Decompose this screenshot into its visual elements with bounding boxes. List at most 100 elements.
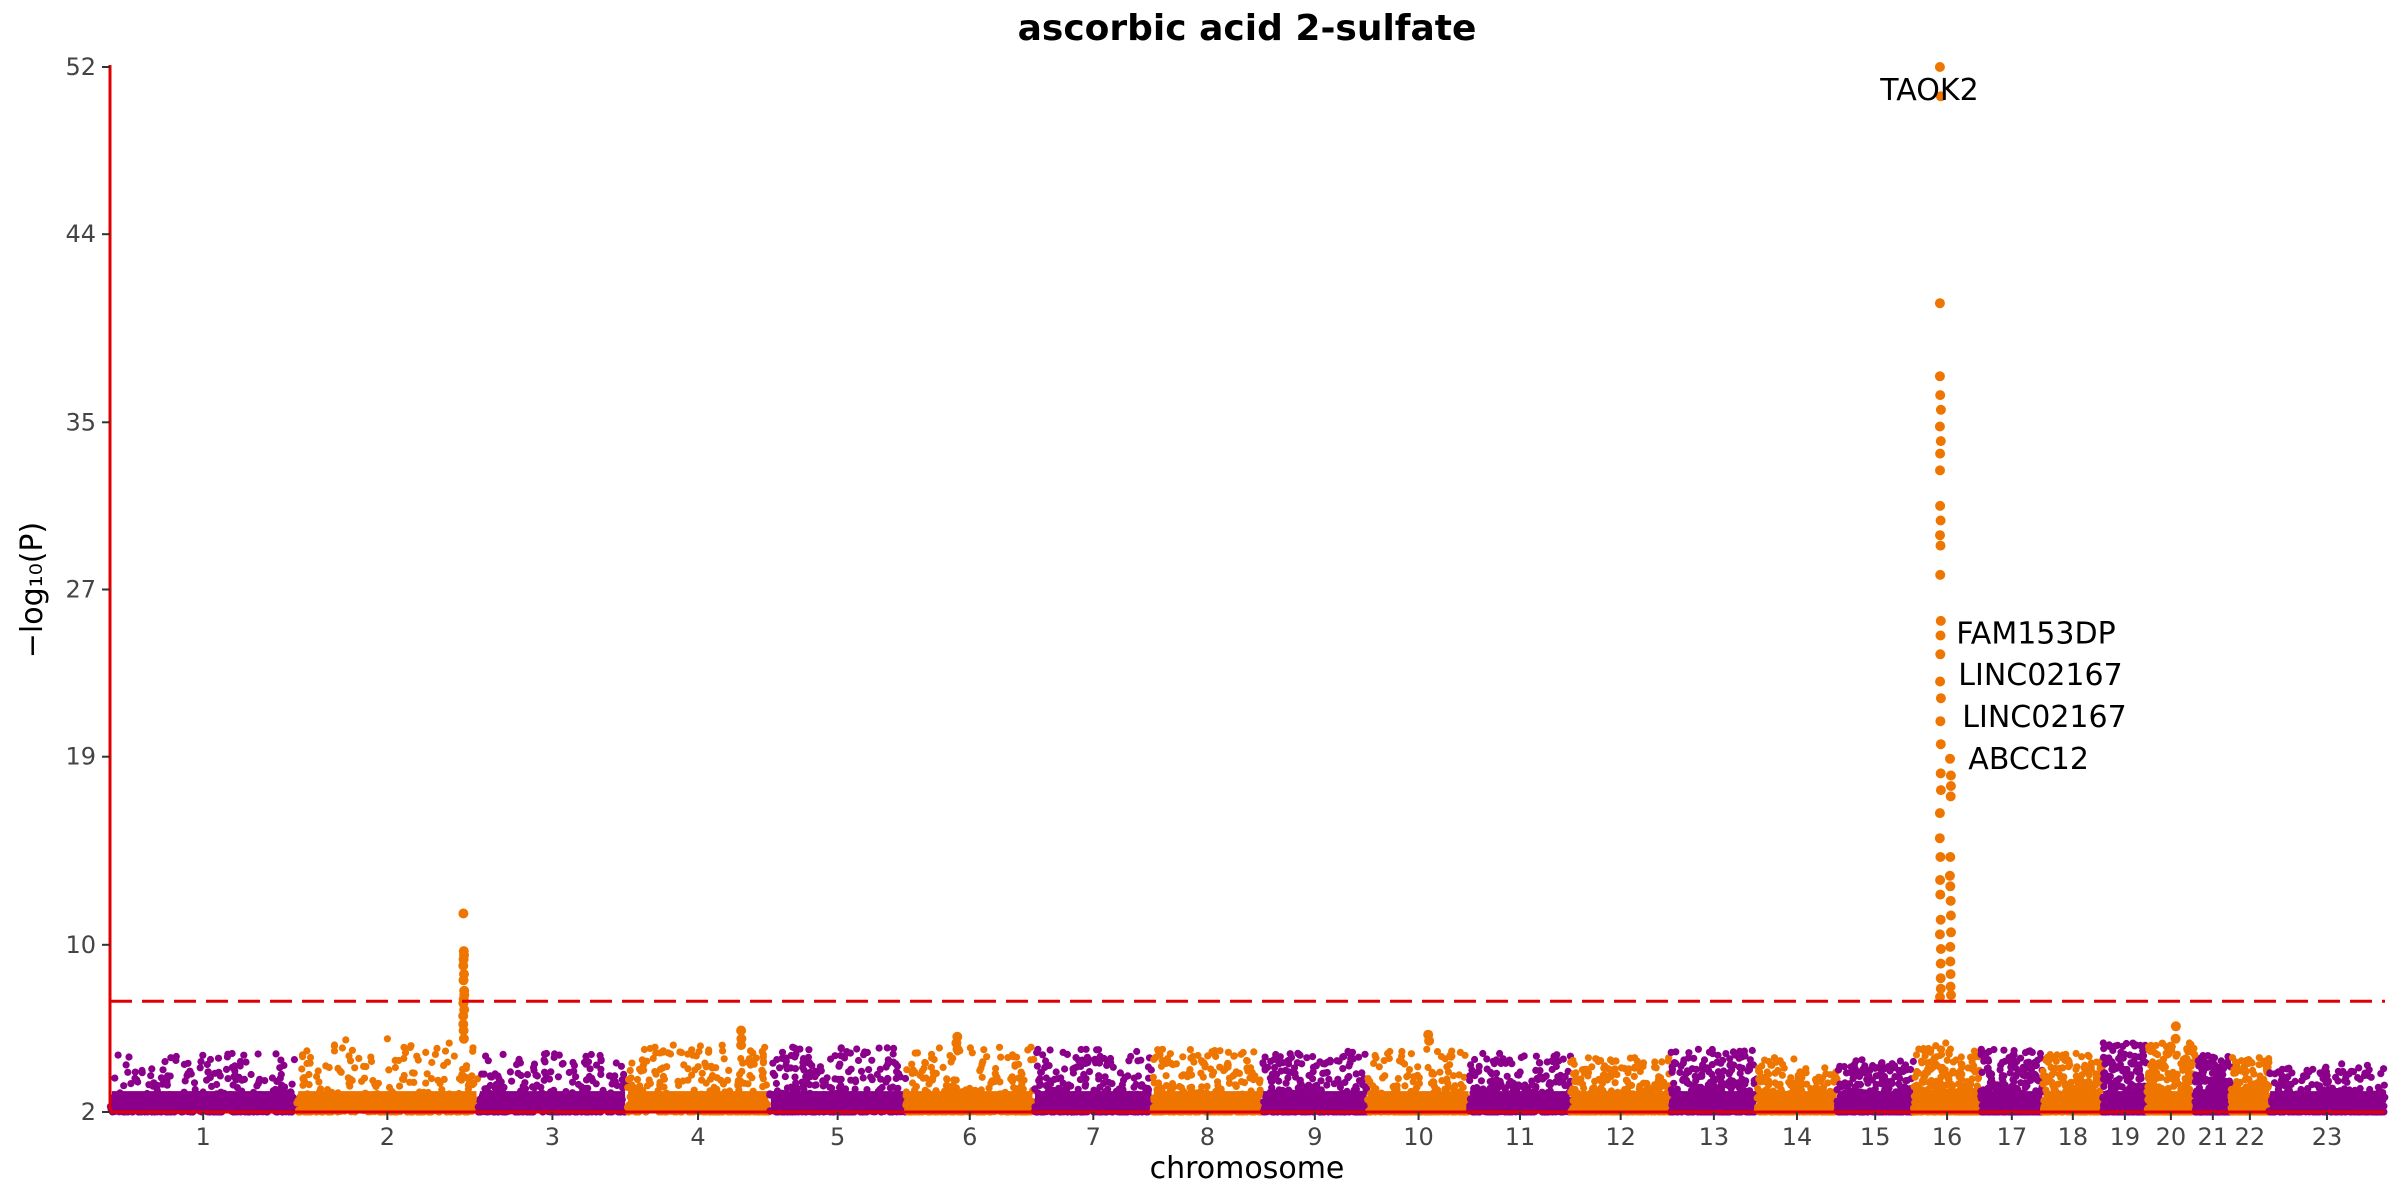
data-point	[1456, 1048, 1464, 1056]
data-point	[1013, 1053, 1021, 1061]
data-point	[1699, 1061, 1707, 1069]
data-point	[1235, 1069, 1243, 1077]
data-point	[330, 1041, 339, 1049]
data-point	[1595, 1075, 1603, 1084]
data-point	[231, 1067, 239, 1075]
data-point	[1375, 1063, 1383, 1071]
data-point	[592, 1061, 601, 1069]
data-point	[640, 1066, 648, 1074]
data-point	[1275, 1077, 1283, 1085]
data-point	[1149, 1073, 1157, 1081]
data-point	[1072, 1054, 1080, 1062]
data-point	[1186, 1046, 1194, 1054]
data-point	[675, 1081, 683, 1090]
data-point	[163, 1080, 171, 1088]
data-point	[911, 1049, 919, 1057]
data-point	[355, 1054, 363, 1062]
data-point	[1705, 1067, 1713, 1075]
data-point	[1401, 1082, 1409, 1090]
data-point	[819, 1082, 827, 1090]
data-point	[884, 1056, 892, 1064]
data-point-band	[628, 1091, 769, 1112]
data-point	[488, 1073, 496, 1081]
data-point	[935, 1044, 944, 1052]
data-point	[684, 1050, 692, 1058]
data-point	[1724, 1082, 1733, 1090]
data-point	[922, 1074, 930, 1082]
data-point	[985, 1084, 993, 1092]
data-point	[633, 1075, 642, 1084]
data-point	[400, 1075, 408, 1084]
data-point	[240, 1051, 248, 1059]
data-point	[1494, 1084, 1502, 1092]
data-point	[778, 1048, 787, 1056]
data-point	[901, 1074, 910, 1083]
data-point	[433, 1044, 441, 1052]
data-point	[1286, 1050, 1294, 1058]
data-point	[204, 1068, 212, 1076]
data-point	[1061, 1065, 1069, 1073]
data-point	[903, 1066, 911, 1074]
data-point	[569, 1058, 577, 1067]
data-point	[547, 1068, 555, 1076]
data-point	[410, 1069, 418, 1077]
data-point	[1436, 1068, 1444, 1076]
data-point	[342, 1036, 350, 1044]
data-point	[1155, 1079, 1163, 1087]
data-point-band	[770, 1091, 905, 1112]
data-point	[1722, 1050, 1730, 1058]
data-point	[1637, 1062, 1645, 1070]
data-point	[1082, 1080, 1090, 1088]
data-point	[1592, 1055, 1600, 1063]
data-point-band	[1153, 1091, 1261, 1112]
data-point	[401, 1049, 410, 1057]
data-point	[450, 1052, 458, 1060]
data-point	[470, 1079, 478, 1087]
data-point	[1656, 1075, 1664, 1083]
data-point	[572, 1073, 580, 1081]
data-point	[1748, 1046, 1756, 1055]
data-point	[1745, 1062, 1754, 1070]
data-point	[506, 1068, 514, 1076]
data-point	[1580, 1069, 1588, 1077]
data-point	[1414, 1063, 1422, 1071]
data-point	[659, 1048, 667, 1056]
data-point	[847, 1065, 855, 1073]
data-point	[783, 1084, 792, 1092]
data-point	[440, 1075, 448, 1083]
data-point	[1658, 1058, 1666, 1066]
data-point	[428, 1058, 436, 1067]
data-point	[1729, 1048, 1737, 1056]
data-point	[1379, 1074, 1387, 1082]
data-point	[1177, 1084, 1185, 1092]
data-point	[1670, 1079, 1678, 1087]
data-point	[1178, 1072, 1186, 1080]
data-point	[1067, 1082, 1075, 1090]
data-point	[1250, 1048, 1258, 1056]
data-point	[1055, 1084, 1063, 1092]
data-point	[626, 1066, 634, 1075]
data-point	[680, 1061, 688, 1069]
data-point	[492, 1080, 500, 1089]
data-point	[322, 1062, 330, 1070]
data-point	[1685, 1049, 1693, 1057]
data-point	[908, 1060, 916, 1068]
data-point	[837, 1044, 845, 1052]
data-point	[1532, 1066, 1540, 1074]
data-point	[1372, 1054, 1380, 1062]
chart-title: ascorbic acid 2-sulfate	[1018, 8, 1477, 49]
data-point	[281, 1083, 289, 1091]
data-point	[157, 1074, 165, 1082]
data-point	[799, 1055, 808, 1063]
data-point	[831, 1075, 839, 1083]
data-point	[1636, 1082, 1644, 1090]
data-point	[1187, 1054, 1195, 1062]
data-point	[920, 1064, 928, 1072]
data-point	[1172, 1060, 1180, 1068]
data-point	[882, 1063, 890, 1071]
data-point	[1578, 1080, 1587, 1088]
data-point	[1147, 1066, 1155, 1074]
data-point	[1754, 1064, 1763, 1072]
data-point	[748, 1059, 756, 1067]
data-point	[1553, 1051, 1561, 1059]
